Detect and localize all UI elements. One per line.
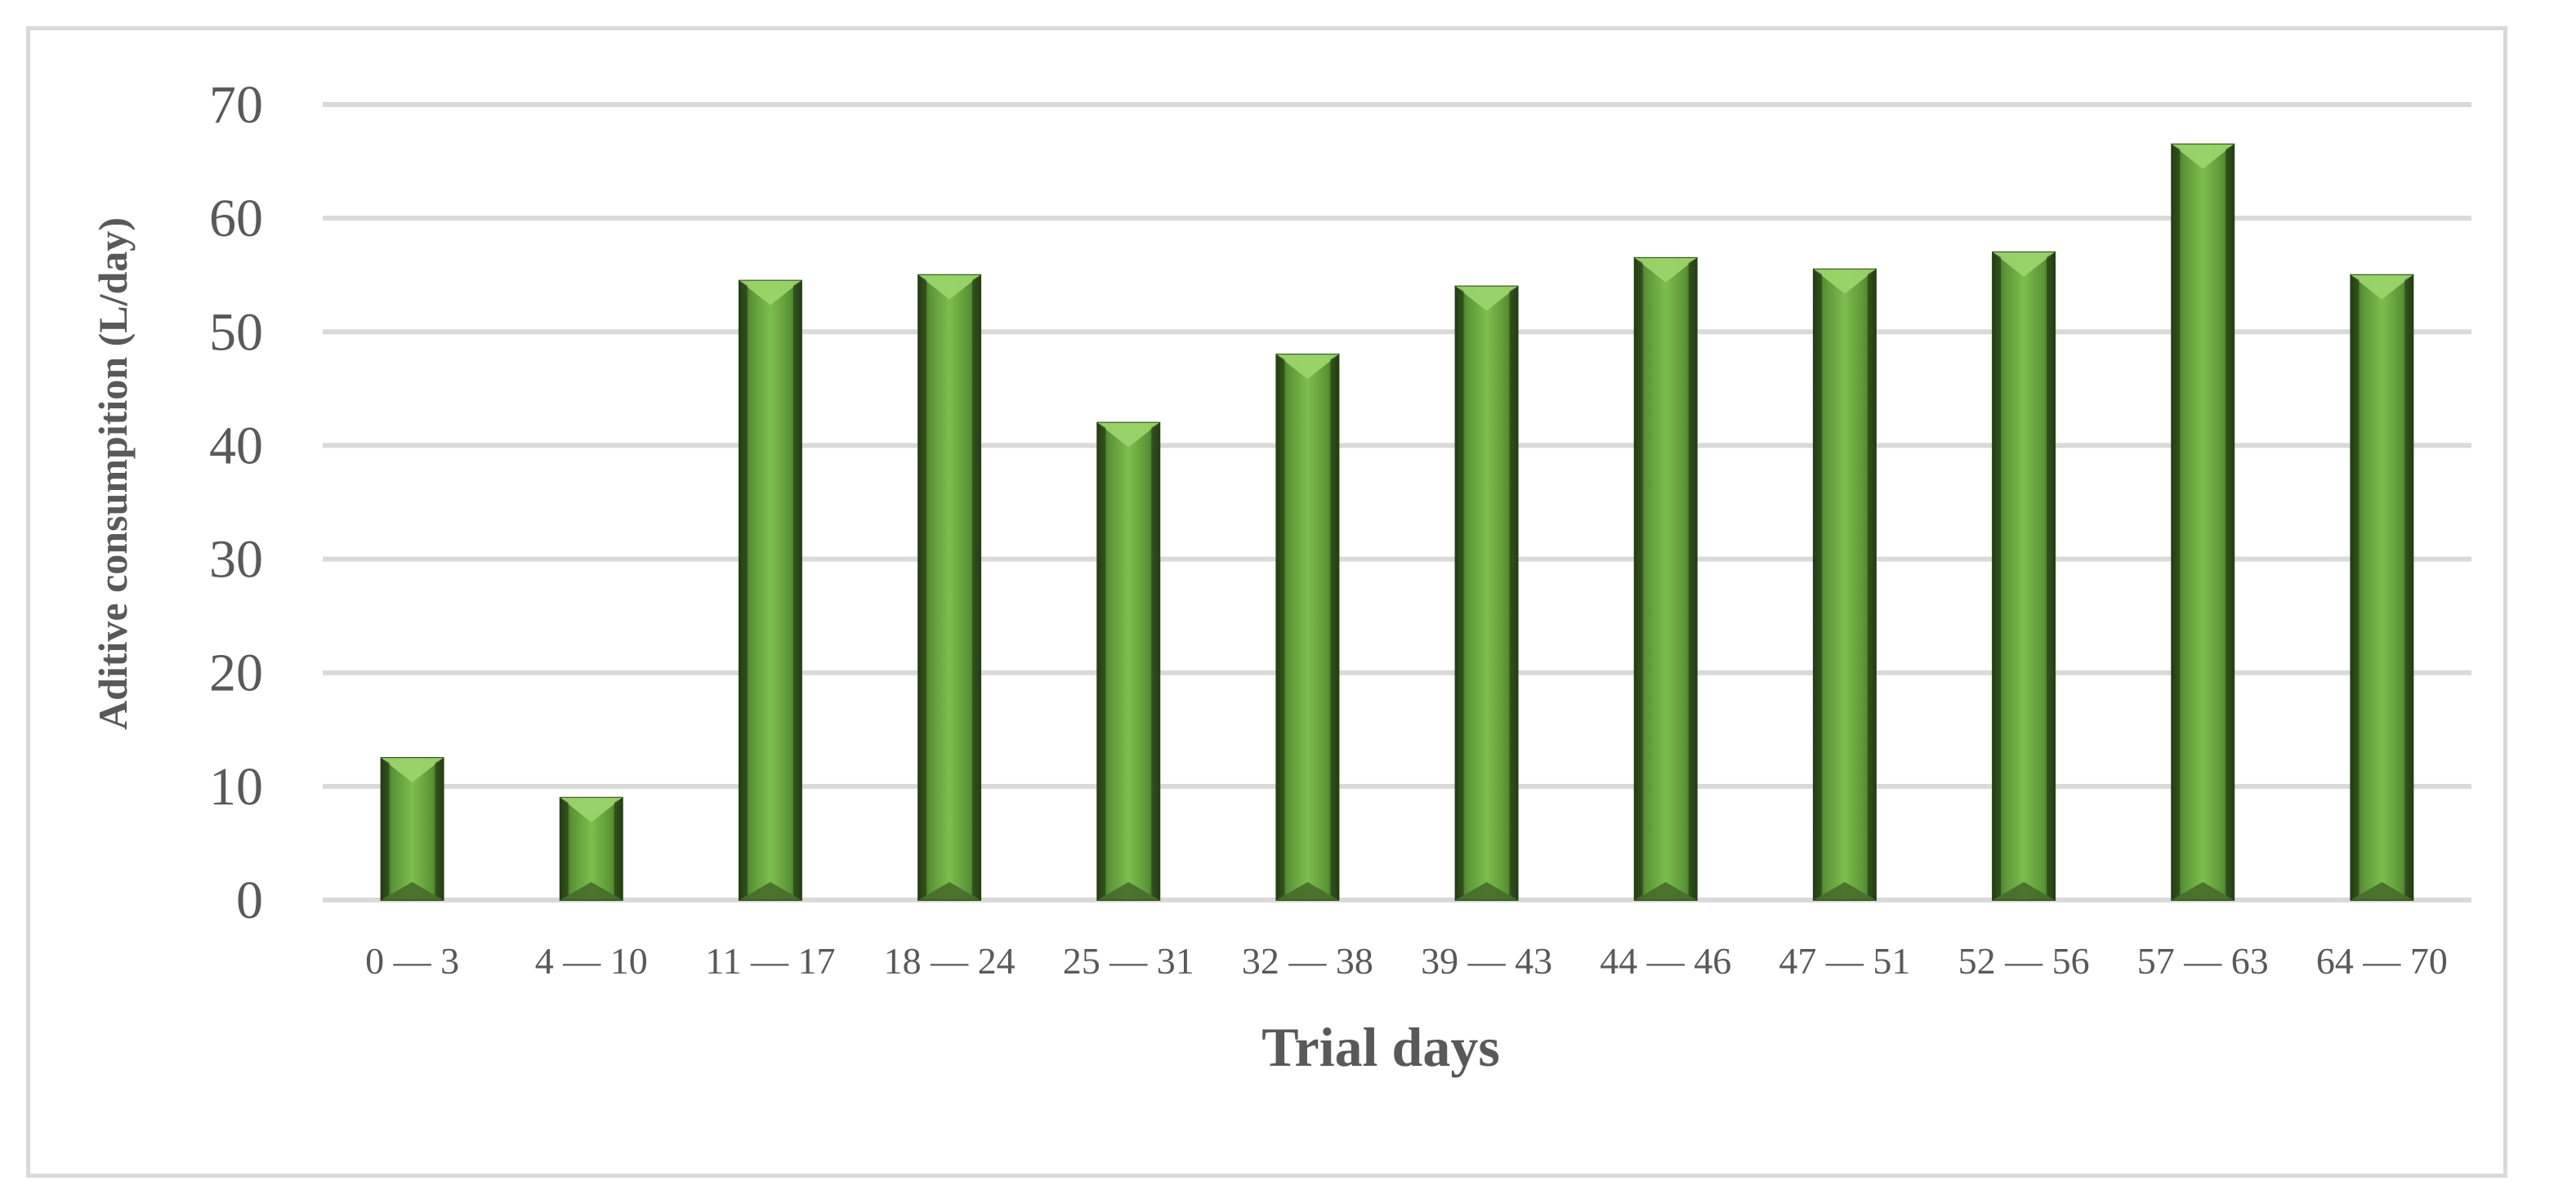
bar-left-edge [1276,354,1285,901]
x-axis-tick-labels: 0 — 3 4 — 10 11 — 17 18 — 24 25 — 31 32 — 38 3… [365,940,2448,982]
bar-top-bevel [2351,274,2413,300]
bar-bottom-bevel [918,882,981,900]
bar [380,757,444,901]
y-axis-title: Aditive consumpition (L/day) [90,217,136,730]
bar-right-edge [2226,144,2234,900]
bar-left-edge [1455,286,1464,901]
x-tick-label: 57 — 63 [2137,940,2269,982]
bar-body [2350,274,2414,901]
bar-right-edge [2047,252,2056,900]
bar-body [1812,268,1877,901]
bar-top-bevel [1097,422,1160,448]
bar-bottom-bevel [1813,882,1876,900]
bar-right-edge [972,274,981,900]
bar-body [1633,256,1698,902]
x-tick-label: 18 — 24 [884,940,1016,982]
bar-body [1992,251,2056,901]
x-tick-label: 0 — 3 [365,940,459,982]
bar-right-edge [1151,422,1160,900]
bar-bottom-bevel [2351,882,2413,900]
x-tick-label: 11 — 17 [705,940,835,982]
bar [1275,354,1340,902]
bar-body [2171,143,2235,901]
x-tick-label: 25 — 31 [1063,940,1194,982]
bar-bottom-bevel [1097,882,1160,900]
bar-right-edge [1688,257,1697,900]
bar-body [1275,354,1340,902]
bar-top-bevel [1276,354,1339,380]
y-tick-label: 20 [209,644,263,703]
x-tick-label: 4 — 10 [535,940,648,982]
bar [2350,274,2414,901]
bar-left-edge [1634,257,1643,900]
bar-top-bevel [1455,286,1518,311]
y-tick-label: 10 [209,757,263,817]
x-tick-label: 47 — 51 [1779,940,1910,982]
bar-bottom-bevel [1993,882,2056,900]
bar-right-edge [1867,269,1876,900]
bar [1812,268,1877,901]
bar-bottom-bevel [1634,882,1697,900]
bar [1992,251,2056,901]
bar-right-edge [1509,286,1518,901]
bar-bottom-bevel [739,882,801,900]
x-tick-label: 64 — 70 [2316,940,2448,982]
x-axis-title: Trial days [1261,1016,1500,1078]
y-tick-label: 60 [209,189,263,248]
y-tick-label: 50 [209,302,263,362]
y-tick-label: 40 [209,416,263,475]
y-axis-tick-labels: 0 10 20 30 40 50 60 70 [209,75,263,930]
bar-body [917,274,982,901]
y-tick-label: 70 [209,75,263,135]
bar-right-edge [2404,274,2413,900]
bar-left-edge [2351,274,2359,900]
bar-top-bevel [381,758,444,783]
bar-bottom-bevel [560,882,623,900]
bar-top-bevel [2172,144,2234,169]
bar [1096,421,1161,901]
bar-right-edge [614,797,623,900]
bar-top-bevel [1634,257,1697,283]
gridlines [323,102,2471,902]
bar-left-edge [381,758,390,900]
bar-bottom-bevel [381,882,444,900]
y-tick-label: 30 [209,530,263,590]
bar-right-edge [435,758,444,900]
bars [380,143,2414,902]
bar-bottom-bevel [1455,882,1518,900]
bar [738,279,802,901]
x-tick-label: 32 — 38 [1242,940,1373,982]
bar [917,274,982,901]
bar-top-bevel [1813,269,1876,294]
x-tick-label: 52 — 56 [1958,940,2090,982]
bar-right-edge [792,280,801,901]
bar-body [1454,285,1519,901]
bar-left-edge [918,274,927,900]
bar-bottom-bevel [1276,882,1339,900]
bar-left-edge [2172,144,2181,900]
x-tick-label: 39 — 43 [1421,940,1552,982]
bar-left-edge [1097,422,1106,900]
bar [559,796,623,901]
bar-left-edge [1993,252,2002,900]
bar-left-edge [1813,269,1822,900]
bar-top-bevel [560,797,623,822]
bar-body [1096,421,1161,901]
bar-left-edge [739,280,748,901]
bar [1454,285,1519,901]
bar-bottom-bevel [2172,882,2234,900]
bar-top-bevel [739,280,801,305]
bar-top-bevel [1993,252,2056,277]
bar-left-edge [560,797,569,900]
y-tick-label: 0 [236,871,263,930]
bar [1633,256,1698,902]
bar-body [738,279,802,901]
bar-right-edge [1330,354,1339,901]
bar [2171,143,2235,901]
x-tick-label: 44 — 46 [1600,940,1731,982]
bar-top-bevel [918,274,981,300]
